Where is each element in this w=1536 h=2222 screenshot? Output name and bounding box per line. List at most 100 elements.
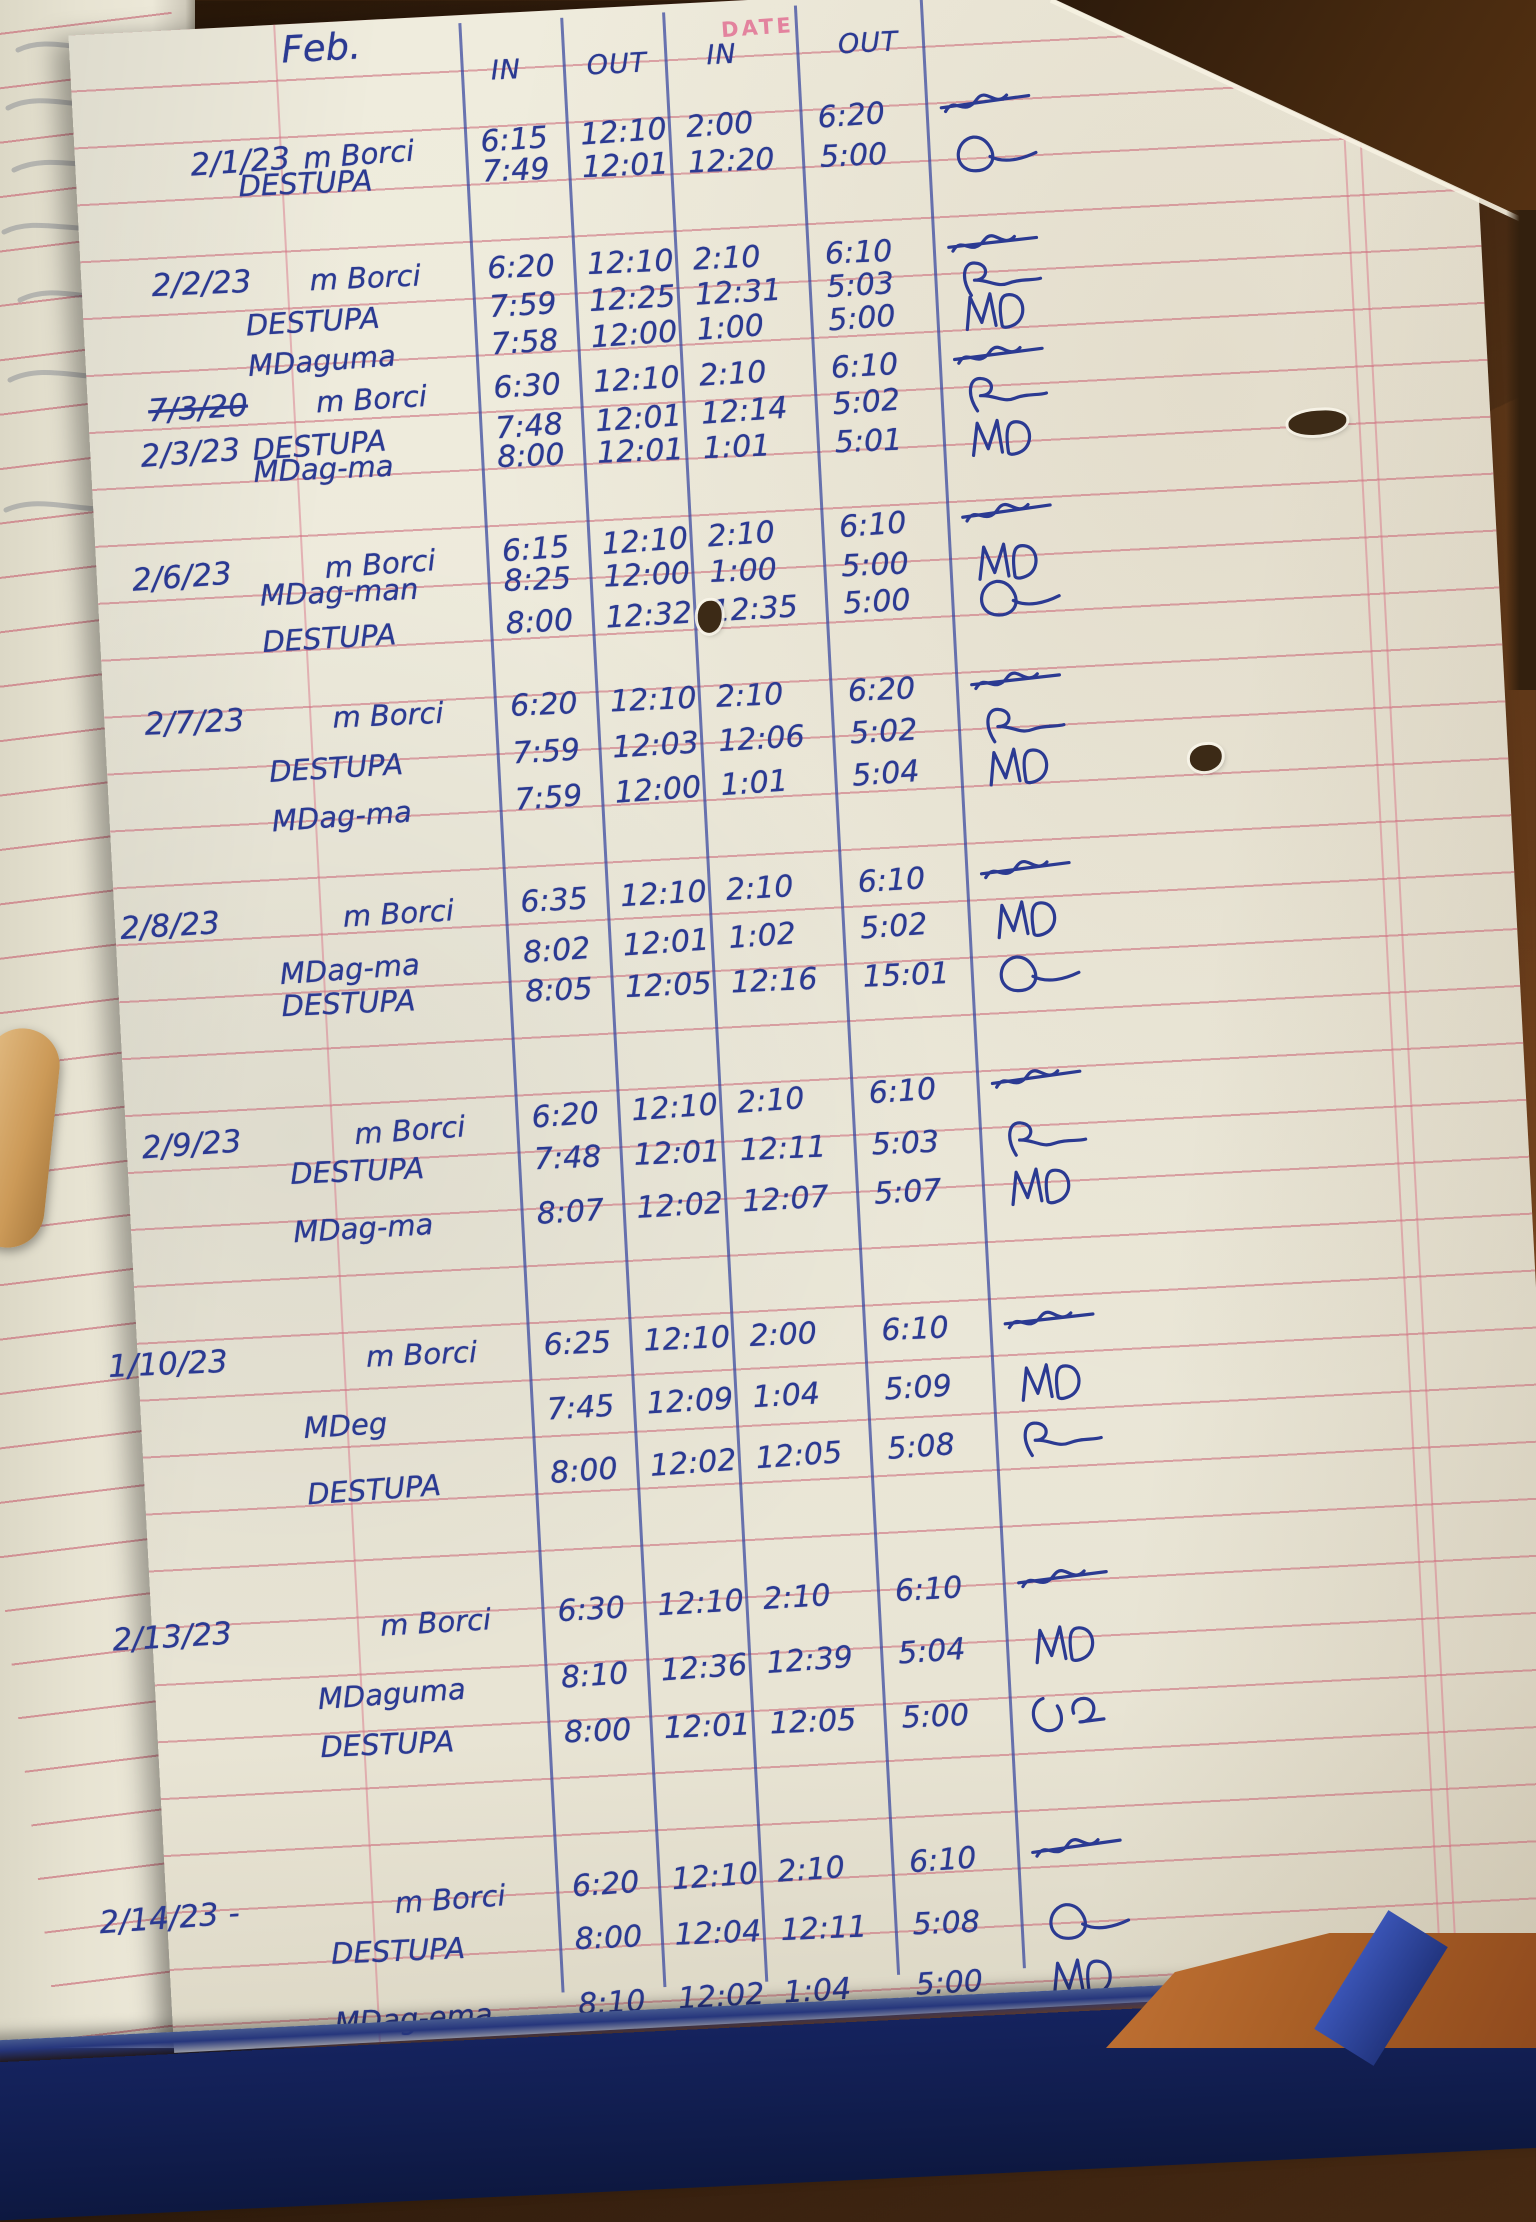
d-flourish-signature-icon: [939, 124, 1041, 182]
time-out1-cell: 12:00: [613, 769, 703, 811]
time-in2-cell: 2:10: [692, 239, 762, 278]
time-out1-cell: 12:32: [604, 595, 694, 636]
time-in2-cell: 2:00: [748, 1316, 818, 1354]
strike-scribble-signature-icon: [949, 332, 1052, 392]
time-in2-cell: 1:02: [727, 916, 798, 956]
table-row: MDag-ma 8:07 12:02 12:07 5:07: [130, 1138, 1530, 1265]
strike-scribble-signature-icon: [1027, 1824, 1131, 1885]
time-in1-cell: 7:45: [545, 1388, 616, 1428]
name-cell: m Borci: [308, 258, 422, 298]
time-out1-cell: 12:05: [624, 966, 713, 1006]
name-cell: MDag-ma: [292, 1206, 435, 1250]
time-out1-cell: 12:00: [602, 555, 691, 595]
name-cell: MDaguma: [246, 338, 397, 383]
d-flourish-signature-icon: [1031, 1892, 1133, 1950]
time-in2-cell: 2:10: [725, 869, 795, 908]
column-header-out-1: OUT: [585, 47, 649, 82]
time-out2-cell: 5:01: [834, 422, 903, 461]
d-flourish-signature-icon: [982, 944, 1084, 1002]
r-flourish-signature-icon: [945, 251, 1048, 311]
time-out2-cell: 5:00: [900, 1697, 970, 1736]
md-initials-signature-icon: [1003, 1353, 1106, 1413]
time-out1-cell: 12:01: [633, 1134, 722, 1173]
name-cell: m Borci: [331, 695, 445, 735]
r-flourish-signature-icon: [968, 697, 1071, 757]
time-out2-cell: 5:00: [840, 546, 910, 585]
time-in2-cell: 12:39: [765, 1639, 855, 1681]
time-out1-cell: 12:00: [589, 314, 679, 356]
desk-wood-right-edge: [1506, 210, 1536, 690]
time-out1-cell: 12:01: [663, 1707, 752, 1747]
column-header-out-2: OUT: [837, 26, 900, 61]
table-row: 1/10/23 m Borci 6:25 12:10 2:00 6:10: [107, 1285, 1536, 1390]
table-row: DESTUPA 7:59 12:25 12:31 5:03: [83, 231, 1483, 358]
time-in1-cell: 8:00: [504, 602, 575, 642]
time-out1-cell: 12:02: [635, 1185, 724, 1226]
name-cell: DESTUPA: [319, 1724, 455, 1765]
name-cell: MDeg: [302, 1406, 389, 1445]
time-in1-cell: 7:59: [511, 732, 581, 772]
time-out1-cell: 12:10: [642, 1319, 731, 1359]
md-initials-signature-icon: [954, 410, 1056, 468]
time-in2-cell: 1:01: [719, 763, 790, 804]
table-row: DESTUPA 7:49 12:01 12:20 5:00: [76, 111, 1477, 216]
table-row: DESTUPA 8:00 12:32 12:35 5:00: [100, 548, 1500, 675]
time-in1-cell: 8:05: [524, 971, 594, 1010]
time-out2-cell: 6:10: [907, 1840, 978, 1881]
time-out2-cell: 6:10: [880, 1310, 950, 1349]
time-out2-cell: 6:10: [867, 1071, 938, 1112]
time-out2-cell: 6:10: [856, 861, 927, 901]
table-row: DESTUPA 8:00 12:02 12:05 5:08: [144, 1385, 1536, 1529]
time-in1-cell: 7:48: [533, 1139, 603, 1178]
time-in1-cell: 8:07: [535, 1192, 606, 1232]
time-out1-cell: 12:01: [621, 922, 711, 964]
date-cell: 2/13/23: [111, 1615, 233, 1659]
column-header-in-1: IN: [490, 53, 522, 87]
time-in1-cell: 6:20: [570, 1864, 641, 1905]
name-cell: DESTUPA: [268, 746, 404, 789]
time-out2-cell: 5:04: [896, 1631, 967, 1672]
strike-scribble-signature-icon: [1013, 1555, 1116, 1615]
name-cell: m Borci: [341, 893, 455, 934]
name-cell: MDaguma: [316, 1671, 467, 1717]
time-out1-cell: 12:25: [588, 278, 677, 320]
time-out2-cell: 6:20: [816, 95, 887, 136]
time-out2-cell: 5:08: [886, 1427, 956, 1467]
time-out1-cell: 12:01: [596, 432, 685, 471]
time-out2-cell: 5:09: [883, 1368, 953, 1408]
time-out2-cell: 15:01: [862, 955, 951, 995]
time-in2-cell: 1:00: [695, 308, 766, 348]
time-out2-cell: 5:00: [827, 298, 897, 339]
time-out2-cell: 5:03: [870, 1124, 940, 1163]
dg-initials-signature-icon: [1021, 1685, 1123, 1743]
date-cell: 1/10/23: [107, 1343, 229, 1385]
strike-scribble-signature-icon: [987, 1055, 1091, 1116]
table-row: MDeg 7:45 12:09 1:04 5:09: [141, 1334, 1536, 1461]
table-row: 2/3/23 DESTUPA 7:48 12:01 12:14 5:02: [89, 340, 1489, 484]
time-in1-cell: 8:02: [521, 930, 592, 971]
name-cell: MDag-ma: [270, 794, 413, 839]
time-out1-cell: 12:10: [592, 359, 681, 400]
strike-scribble-signature-icon: [957, 488, 1061, 549]
r-flourish-signature-icon: [1006, 1410, 1110, 1471]
table-row: 2/8/23 m Borci 6:35 12:10 2:10 6:10: [114, 826, 1514, 953]
table-row: DESTUPA 8:00 12:04 12:11 5:08: [168, 1879, 1536, 1984]
time-in1-cell: 8:00: [496, 437, 566, 476]
time-in2-cell: 2:10: [706, 514, 776, 555]
time-in1-cell: 8:00: [563, 1712, 633, 1751]
strike-scribble-signature-icon: [944, 221, 1046, 279]
table-row: 2/2/23 m Borci 6:20 12:10 2:10 6:10: [81, 208, 1482, 313]
time-out1-cell: 12:10: [670, 1856, 760, 1898]
md-initials-signature-icon: [993, 1158, 1096, 1218]
name-cell: m Borci: [365, 1334, 478, 1374]
table-row: DESTUPA 7:48 12:01 12:11 5:03: [128, 1099, 1529, 1204]
strike-scribble-signature-icon: [976, 846, 1079, 906]
table-row: 2/9/23 m Borci 6:20 12:10 2:10 6:10: [126, 1029, 1526, 1173]
time-in2-cell: 2:10: [698, 354, 768, 394]
time-in1-cell: 6:20: [486, 248, 556, 287]
strike-scribble-signature-icon: [936, 79, 1040, 140]
time-in2-cell: 1:00: [708, 552, 778, 591]
time-in1-cell: 8:25: [502, 561, 572, 599]
time-in2-cell: 2:10: [762, 1578, 832, 1617]
time-in2-cell: 2:10: [715, 676, 785, 715]
